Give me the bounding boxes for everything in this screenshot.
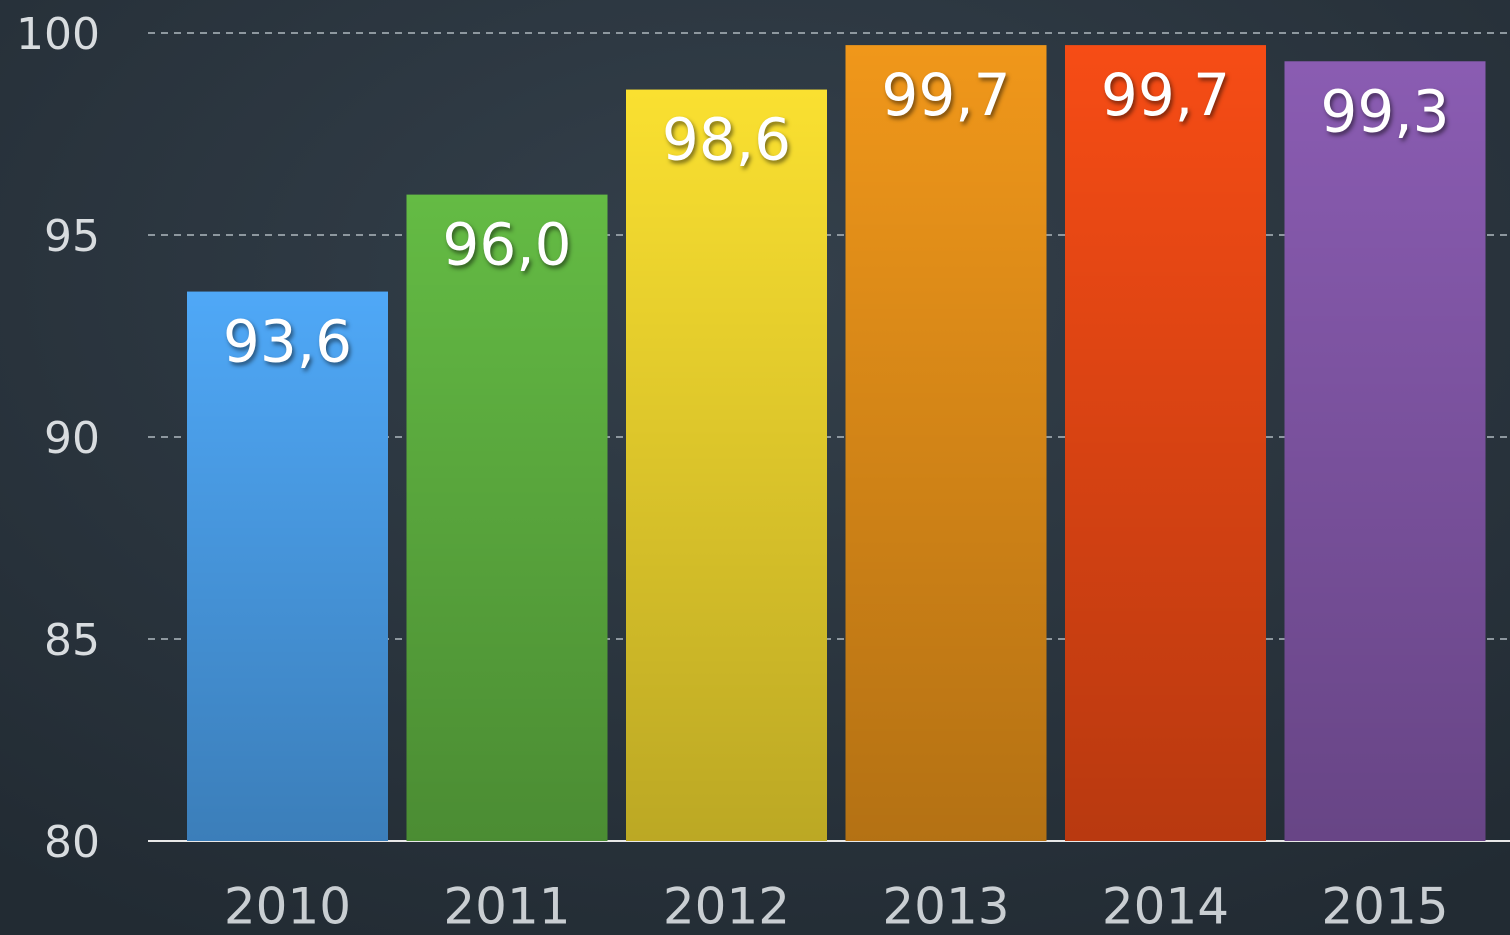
x-tick-label: 2011: [443, 878, 570, 935]
y-tick-label: 85: [44, 615, 100, 666]
value-label: 99,7: [881, 61, 1010, 129]
bar-shade: [845, 45, 1047, 842]
value-label: 98,6: [662, 106, 791, 174]
x-tick-label: 2013: [882, 878, 1009, 935]
bar-shade: [406, 194, 608, 842]
x-tick-label: 2012: [663, 878, 790, 935]
x-tick-label: 2015: [1321, 878, 1448, 935]
y-tick-label: 95: [44, 211, 100, 262]
y-tick-label: 100: [16, 9, 100, 60]
bar-shade: [626, 89, 827, 841]
bar-shade: [1284, 61, 1486, 841]
bar-shade: [187, 291, 388, 841]
value-label: 99,3: [1320, 77, 1449, 145]
x-tick-label: 2010: [224, 878, 351, 935]
value-label: 93,6: [223, 308, 352, 376]
bar-shade: [1065, 45, 1266, 842]
value-label: 96,0: [442, 211, 571, 279]
y-tick-label: 80: [44, 817, 100, 868]
value-label: 99,7: [1101, 61, 1230, 129]
y-tick-label: 90: [44, 413, 100, 464]
x-tick-label: 2014: [1102, 878, 1229, 935]
